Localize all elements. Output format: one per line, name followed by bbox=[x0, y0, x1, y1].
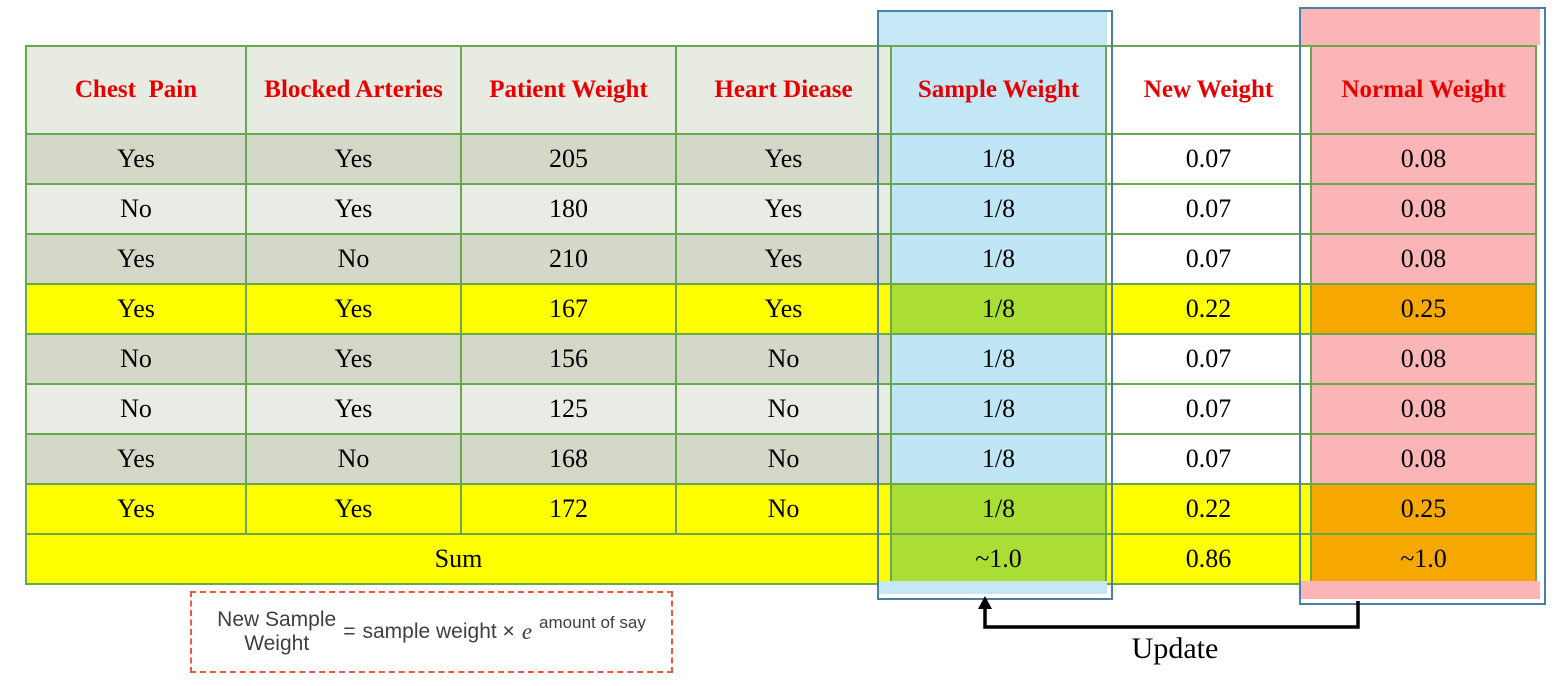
table-row: Yes Yes 205 Yes 1/8 0.07 0.08 bbox=[25, 133, 1537, 185]
cell-heart-disease: No bbox=[675, 333, 892, 385]
formula-lhs-line1: New Sample bbox=[217, 607, 337, 631]
cell-blocked-arteries: Yes bbox=[245, 283, 462, 335]
cell-normal-weight: 0.25 bbox=[1310, 483, 1537, 535]
cell-new-weight: 0.07 bbox=[1105, 133, 1312, 185]
cell-patient-weight: 180 bbox=[460, 183, 677, 235]
cell-new-weight: 0.07 bbox=[1105, 183, 1312, 235]
cell-new-weight: 0.07 bbox=[1105, 383, 1312, 435]
header-blocked-arteries: Blocked Arteries bbox=[245, 45, 462, 135]
cell-sample-weight: 1/8 bbox=[890, 483, 1107, 535]
formula-equals: = bbox=[343, 620, 356, 643]
cell-heart-disease: No bbox=[675, 383, 892, 435]
table-row: No Yes 156 No 1/8 0.07 0.08 bbox=[25, 333, 1537, 385]
cell-normal-weight: 0.08 bbox=[1310, 383, 1537, 435]
cell-normal-weight: 0.25 bbox=[1310, 283, 1537, 335]
cell-heart-disease: Yes bbox=[675, 133, 892, 185]
cell-heart-disease: Yes bbox=[675, 283, 892, 335]
sum-sample-weight-cell: ~1.0 bbox=[890, 533, 1107, 585]
normal-weight-overlay-bottom bbox=[1301, 581, 1540, 599]
cell-patient-weight: 172 bbox=[460, 483, 677, 535]
cell-patient-weight: 168 bbox=[460, 433, 677, 485]
cell-heart-disease: Yes bbox=[675, 183, 892, 235]
cell-chest-pain: No bbox=[25, 333, 247, 385]
cell-sample-weight: 1/8 bbox=[890, 133, 1107, 185]
table-row: Yes Yes 172 No 1/8 0.22 0.25 bbox=[25, 483, 1537, 535]
table-row: Yes No 210 Yes 1/8 0.07 0.08 bbox=[25, 233, 1537, 285]
cell-new-weight: 0.07 bbox=[1105, 433, 1312, 485]
formula-lhs-line2: Weight bbox=[244, 632, 310, 655]
cell-chest-pain: No bbox=[25, 383, 247, 435]
cell-heart-disease: Yes bbox=[675, 233, 892, 285]
header-heart-disease: Heart Diease bbox=[675, 45, 892, 135]
cell-sample-weight: 1/8 bbox=[890, 283, 1107, 335]
formula-lhs: New Sample Weight bbox=[217, 608, 336, 656]
update-label: Update bbox=[1131, 632, 1219, 665]
cell-new-weight: 0.22 bbox=[1105, 283, 1312, 335]
cell-blocked-arteries: Yes bbox=[245, 333, 462, 385]
cell-patient-weight: 125 bbox=[460, 383, 677, 435]
cell-blocked-arteries: Yes bbox=[245, 183, 462, 235]
cell-blocked-arteries: No bbox=[245, 233, 462, 285]
cell-heart-disease: No bbox=[675, 483, 892, 535]
cell-chest-pain: Yes bbox=[25, 283, 247, 335]
cell-heart-disease: No bbox=[675, 433, 892, 485]
sample-weight-overlay-bottom bbox=[879, 581, 1107, 594]
cell-patient-weight: 210 bbox=[460, 233, 677, 285]
header-sample-weight: Sample Weight bbox=[890, 45, 1107, 135]
sum-label-cell: Sum bbox=[25, 533, 892, 585]
formula-rhs: sample weight × bbox=[362, 620, 515, 643]
weights-table: Chest Pain Blocked Arteries Patient Weig… bbox=[25, 45, 1537, 585]
cell-chest-pain: Yes bbox=[25, 233, 247, 285]
cell-blocked-arteries: Yes bbox=[245, 483, 462, 535]
table-row: No Yes 180 Yes 1/8 0.07 0.08 bbox=[25, 183, 1537, 235]
sample-weight-overlay-top bbox=[879, 12, 1107, 45]
cell-chest-pain: Yes bbox=[25, 433, 247, 485]
cell-new-weight: 0.07 bbox=[1105, 233, 1312, 285]
table-body: Yes Yes 205 Yes 1/8 0.07 0.08 No Yes 180 Yes 1/8 0.0… bbox=[25, 133, 1537, 535]
cell-blocked-arteries: Yes bbox=[245, 133, 462, 185]
cell-sample-weight: 1/8 bbox=[890, 433, 1107, 485]
cell-normal-weight: 0.08 bbox=[1310, 333, 1537, 385]
cell-normal-weight: 0.08 bbox=[1310, 133, 1537, 185]
cell-blocked-arteries: No bbox=[245, 433, 462, 485]
cell-patient-weight: 156 bbox=[460, 333, 677, 385]
sum-new-weight-cell: 0.86 bbox=[1105, 533, 1312, 585]
cell-chest-pain: Yes bbox=[25, 483, 247, 535]
normal-weight-overlay-top bbox=[1301, 9, 1540, 45]
sum-normal-weight-cell: ~1.0 bbox=[1310, 533, 1537, 585]
header-patient-weight: Patient Weight bbox=[460, 45, 677, 135]
cell-blocked-arteries: Yes bbox=[245, 383, 462, 435]
header-chest-pain: Chest Pain bbox=[25, 45, 247, 135]
cell-normal-weight: 0.08 bbox=[1310, 433, 1537, 485]
new-sample-weight-formula-box: New Sample Weight = sample weight × e am… bbox=[190, 591, 673, 673]
table-row: Yes Yes 167 Yes 1/8 0.22 0.25 bbox=[25, 283, 1537, 335]
cell-normal-weight: 0.08 bbox=[1310, 183, 1537, 235]
cell-sample-weight: 1/8 bbox=[890, 233, 1107, 285]
header-normal-weight: Normal Weight bbox=[1310, 45, 1537, 135]
table-row: Yes No 168 No 1/8 0.07 0.08 bbox=[25, 433, 1537, 485]
cell-patient-weight: 167 bbox=[460, 283, 677, 335]
cell-normal-weight: 0.08 bbox=[1310, 233, 1537, 285]
cell-new-weight: 0.22 bbox=[1105, 483, 1312, 535]
table-row: No Yes 125 No 1/8 0.07 0.08 bbox=[25, 383, 1537, 435]
formula-e-base: e bbox=[521, 619, 533, 644]
cell-chest-pain: No bbox=[25, 183, 247, 235]
sum-row: Sum ~1.0 0.86 ~1.0 bbox=[25, 533, 1537, 585]
table-header: Chest Pain Blocked Arteries Patient Weig… bbox=[25, 45, 1537, 135]
cell-sample-weight: 1/8 bbox=[890, 333, 1107, 385]
cell-new-weight: 0.07 bbox=[1105, 333, 1312, 385]
header-new-weight: New Weight bbox=[1105, 45, 1312, 135]
cell-sample-weight: 1/8 bbox=[890, 183, 1107, 235]
cell-patient-weight: 205 bbox=[460, 133, 677, 185]
formula-exponent: amount of say bbox=[539, 613, 646, 632]
cell-chest-pain: Yes bbox=[25, 133, 247, 185]
cell-sample-weight: 1/8 bbox=[890, 383, 1107, 435]
